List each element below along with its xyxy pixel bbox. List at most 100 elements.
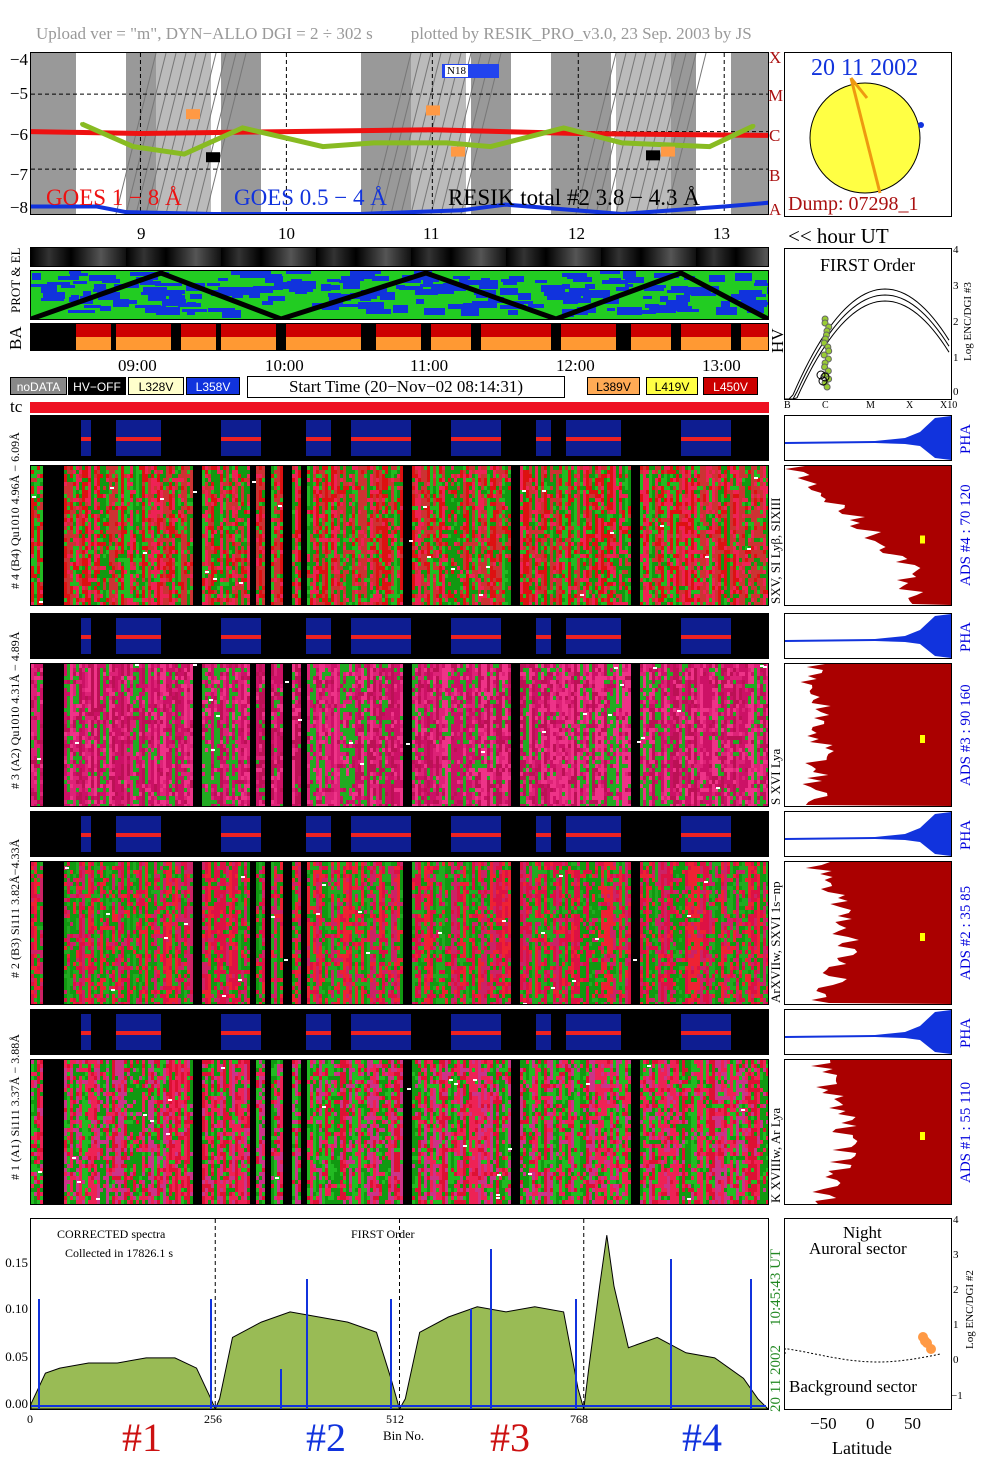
spectrogram-cell [145, 530, 148, 534]
spectrogram-cell [364, 486, 367, 490]
spectrogram-cell [247, 478, 250, 482]
spectrogram-cell [445, 534, 448, 538]
spectrogram-cell [352, 538, 355, 542]
spectrogram-cell [256, 534, 259, 538]
spectrogram-cell [241, 510, 244, 514]
spectrogram-cell [166, 522, 169, 526]
spectrogram-cell [97, 538, 100, 542]
spectrogram-cell [334, 478, 337, 482]
spectrogram-cell [307, 590, 310, 594]
spectrogram-cell [388, 502, 391, 506]
hv-low-segment [181, 337, 216, 350]
spectrogram-cell [412, 590, 415, 594]
spectrogram-cell [463, 506, 466, 510]
spectrogram-cell [202, 494, 205, 498]
spectrogram-cell [277, 550, 280, 554]
spectrogram-cell [460, 506, 463, 510]
spectrogram-cell [109, 522, 112, 526]
spectrogram-cell [475, 566, 478, 570]
spectrogram-cell [232, 494, 235, 498]
spectrogram-cell [373, 586, 376, 590]
spectrogram-cell [418, 498, 421, 502]
spectrogram-cell [295, 514, 298, 518]
spectrogram-cell [430, 546, 433, 550]
spectrogram-cell [448, 542, 451, 546]
spectrogram-cell [439, 538, 442, 542]
spectrogram-cell [106, 562, 109, 566]
spectrogram-cell [166, 602, 169, 605]
spectrogram-cell [130, 586, 133, 590]
spectrogram-cell [460, 594, 463, 598]
spectrogram-cell [457, 558, 460, 562]
spectrogram-cell [292, 578, 295, 582]
spectrogram-cell [175, 534, 178, 538]
spectrogram-cell [40, 586, 43, 590]
spectrogram-cell [226, 602, 229, 605]
spectrogram-cell [274, 598, 277, 602]
spectrogram-cell [34, 538, 37, 542]
spectrogram-cell [232, 502, 235, 506]
spectrogram-cell [427, 510, 430, 514]
spectrogram-cell [475, 470, 478, 474]
spectrogram-cell [247, 486, 250, 490]
spectrogram-cell [292, 550, 295, 554]
spectrogram-cell [466, 566, 469, 570]
spectrogram-cell [475, 518, 478, 522]
spectrogram-cell [40, 554, 43, 558]
spectrogram-cell [82, 490, 85, 494]
spectrogram-cell [424, 518, 427, 522]
spectrogram-cell [394, 542, 397, 546]
spectrogram-cell [187, 538, 190, 542]
spectrogram-cell [136, 478, 139, 482]
spectrogram-cell [226, 506, 229, 510]
spectrogram-cell [178, 510, 181, 514]
spectrogram-cell [322, 566, 325, 570]
spectrogram-cell [202, 534, 205, 538]
spectrogram-cell [298, 574, 301, 578]
spectrogram-cell [85, 518, 88, 522]
spectrogram-cell [205, 522, 208, 526]
spectrogram-cell [454, 558, 457, 562]
spectrogram-cell [469, 598, 472, 602]
spectrogram-cell [469, 502, 472, 506]
spectrogram-cell [163, 562, 166, 566]
spectrogram-cell [214, 494, 217, 498]
spectrogram-cell [142, 574, 145, 578]
spectrogram-cell [307, 566, 310, 570]
spectrogram-cell [346, 518, 349, 522]
tc-label: tc [10, 397, 22, 417]
spectrogram-cell [295, 502, 298, 506]
spectrogram-cell [391, 530, 394, 534]
spectrogram-cell [400, 486, 403, 490]
spectrogram-cell [307, 562, 310, 566]
spectrogram-cell [76, 582, 79, 586]
spectrogram-cell [88, 514, 91, 518]
spectrogram-cell [370, 574, 373, 578]
spectrogram-cell [343, 554, 346, 558]
spectrogram-cell [166, 590, 169, 594]
spectrogram-cell [124, 534, 127, 538]
spectrogram-cell [163, 466, 166, 470]
spectrogram-cell [79, 594, 82, 598]
spectrogram-cell [217, 466, 220, 470]
spectrogram-cell [310, 598, 313, 602]
spectrogram-cell [163, 518, 166, 522]
spectrogram-cell [166, 542, 169, 546]
spectrogram-cell [160, 510, 163, 514]
spectrogram-cell [292, 542, 295, 546]
spectrogram-cell [103, 574, 106, 578]
spectrogram-cell [232, 486, 235, 490]
spectrogram-cell [79, 562, 82, 566]
spectrogram-cell [376, 498, 379, 502]
spectrogram-cell [220, 498, 223, 502]
spectrogram-cell [106, 498, 109, 502]
spectrogram-cell [94, 490, 97, 494]
spectrogram-cell [457, 598, 460, 602]
spectrogram-cell [472, 570, 475, 574]
spectrogram-cell [469, 566, 472, 570]
spectrogram-cell [313, 566, 316, 570]
spectrogram-cell [76, 498, 79, 502]
spectrogram-cell [271, 574, 274, 578]
spectrogram-cell [340, 482, 343, 486]
spectrogram-cell [421, 498, 424, 502]
